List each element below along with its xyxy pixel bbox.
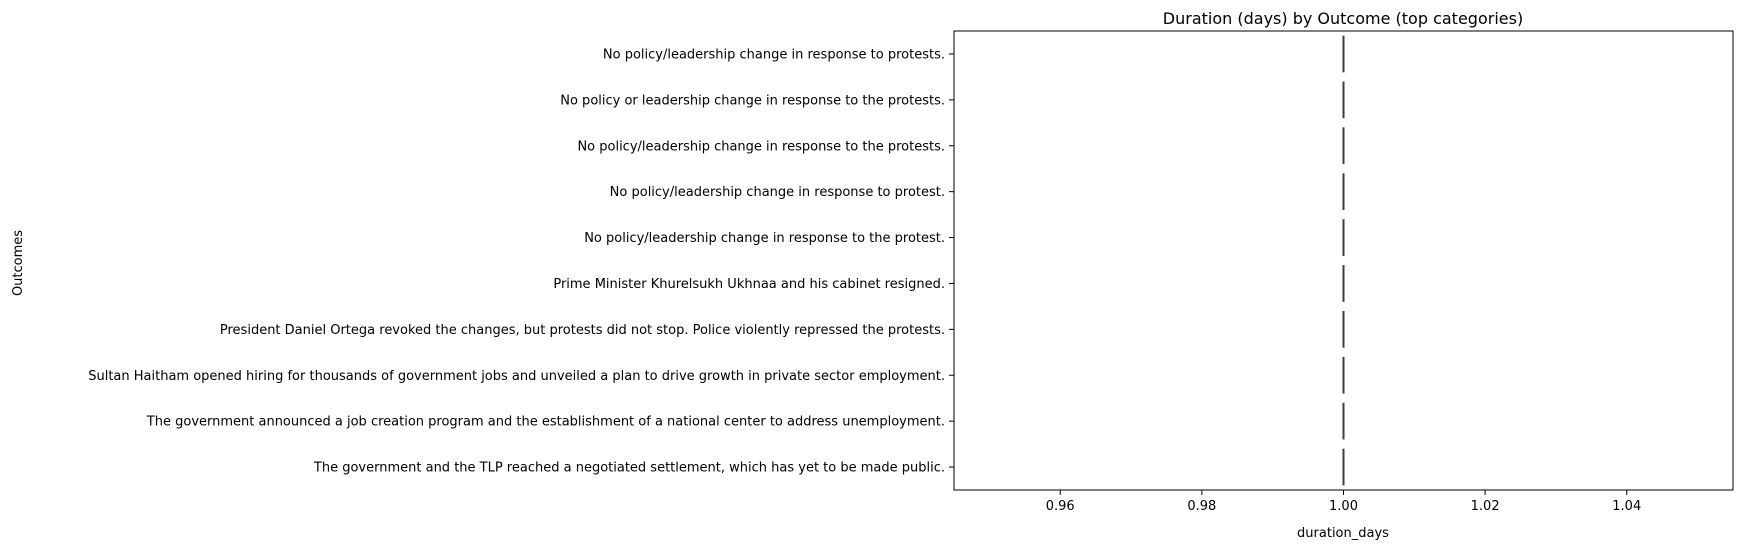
y-tick-labels: No policy/leadership change in response … <box>88 47 954 476</box>
y-tick-label: No policy or leadership change in respon… <box>560 93 945 108</box>
x-tick-label: 1.00 <box>1329 499 1358 514</box>
y-tick-label: Prime Minister Khurelsukh Ukhnaa and his… <box>553 277 945 292</box>
y-tick-label: No policy/leadership change in response … <box>603 47 945 62</box>
x-tick-label: 0.98 <box>1187 499 1216 514</box>
y-tick-label: The government and the TLP reached a neg… <box>313 461 945 476</box>
y-tick-label: The government announced a job creation … <box>146 415 945 430</box>
x-tick-label: 1.04 <box>1612 499 1641 514</box>
chart-title: Duration (days) by Outcome (top categori… <box>1163 9 1523 28</box>
y-tick-label: Sultan Haitham opened hiring for thousan… <box>88 369 945 384</box>
x-axis-label: duration_days <box>1297 526 1389 541</box>
x-tick-label: 1.02 <box>1471 499 1500 514</box>
x-tick-label: 0.96 <box>1046 499 1075 514</box>
x-ticks: 0.96 0.98 1.00 1.02 1.04 <box>1046 490 1641 514</box>
y-axis-label: Outcomes <box>11 230 26 296</box>
y-tick-label: No policy/leadership change in response … <box>584 231 945 246</box>
y-tick-label: President Daniel Ortega revoked the chan… <box>220 323 945 338</box>
y-tick-label: No policy/leadership change in response … <box>577 139 945 154</box>
y-tick-label: No policy/leadership change in response … <box>610 185 945 200</box>
